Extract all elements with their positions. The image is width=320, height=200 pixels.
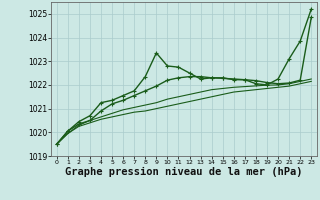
X-axis label: Graphe pression niveau de la mer (hPa): Graphe pression niveau de la mer (hPa) [65,167,303,177]
